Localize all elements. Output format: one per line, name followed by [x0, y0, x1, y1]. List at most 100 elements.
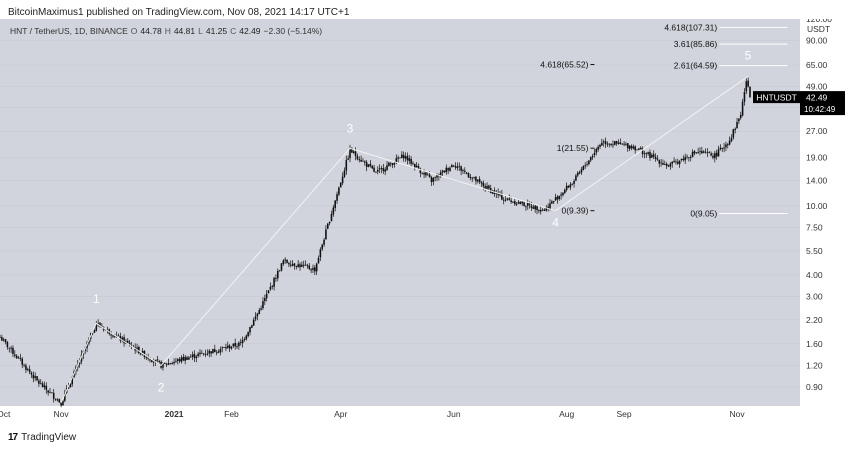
chart-area[interactable]: 4.618(65.52) 1(21.55) 0(9.39) 4.618(107.31)…	[0, 14, 850, 425]
candle-body	[149, 359, 151, 361]
candle-body	[580, 169, 583, 173]
candle-body	[649, 152, 651, 159]
candle-body	[384, 169, 386, 172]
candle-body	[219, 349, 222, 353]
time-axis[interactable]	[0, 406, 850, 425]
candle-body	[28, 369, 31, 373]
candle-body	[643, 153, 646, 155]
candle-body	[708, 152, 711, 154]
candle-body	[460, 166, 462, 171]
candle-body	[675, 161, 677, 163]
candle-body	[99, 322, 101, 327]
candle-body	[295, 266, 298, 267]
candle-body	[126, 340, 129, 343]
candle-body	[306, 265, 309, 267]
candle-body	[699, 151, 701, 153]
candle-body	[501, 193, 503, 200]
candle-body	[591, 155, 594, 158]
candle-body	[4, 339, 7, 343]
candle-body	[619, 142, 622, 144]
tradingview-logo-icon[interactable]: 17	[8, 431, 18, 443]
candle-body	[588, 160, 590, 165]
candle-body	[702, 151, 705, 153]
candle-body	[704, 151, 707, 153]
candle-body	[273, 277, 275, 287]
tradingview-brand[interactable]: TradingView	[21, 431, 77, 443]
candle-body	[628, 145, 631, 149]
candle-body	[152, 361, 155, 363]
candle-body	[308, 265, 311, 269]
candle-body	[114, 336, 116, 338]
candle-body	[304, 264, 307, 266]
candle-body	[667, 165, 670, 167]
candle-body	[573, 180, 575, 184]
candle-body	[571, 183, 574, 185]
y-tick-label: 10.00	[806, 201, 828, 211]
candle-body	[676, 161, 679, 164]
candle-body	[395, 158, 398, 163]
candle-body	[110, 334, 112, 336]
candle-body	[523, 202, 525, 206]
candle-body	[314, 267, 316, 272]
candle-body	[682, 158, 685, 161]
candle-body	[599, 144, 601, 147]
candle-body	[154, 359, 157, 363]
candlestick-chart[interactable]: 4.618(65.52) 1(21.55) 0(9.39) 4.618(107.31)…	[0, 14, 850, 425]
candle-body	[488, 185, 490, 189]
candle-body	[730, 137, 733, 142]
candle-body	[238, 342, 240, 347]
candle-body	[428, 174, 431, 178]
candle-body	[401, 154, 403, 158]
candle-body	[278, 270, 281, 272]
candle-body	[745, 81, 748, 92]
candle-body	[539, 210, 542, 212]
candle-body	[443, 170, 446, 173]
ohlc-legend: HNT / TetherUS, 1D, BINANCE O 44.78 H 44.8…	[10, 26, 322, 36]
candle-body	[449, 167, 451, 172]
candle-body	[249, 327, 251, 333]
candle-body	[701, 151, 703, 154]
open-label: O	[130, 26, 138, 36]
candle-body	[0, 337, 1, 338]
price-axis[interactable]	[800, 19, 850, 406]
candle-body	[380, 168, 383, 169]
candle-body	[491, 190, 494, 194]
candle-body	[10, 347, 12, 349]
candle-body	[14, 354, 16, 356]
candle-body	[345, 160, 348, 171]
candle-body	[8, 347, 11, 349]
candle-body	[169, 363, 172, 365]
candle-body	[606, 143, 609, 145]
candle-body	[275, 278, 277, 279]
candles-group	[0, 18, 800, 408]
candle-body	[439, 172, 442, 177]
candle-body	[156, 359, 159, 361]
candle-body	[719, 147, 722, 150]
candle-body	[260, 308, 262, 310]
candle-body	[25, 365, 27, 370]
candle-body	[456, 166, 459, 169]
candle-body	[454, 166, 457, 168]
elliott-wave-line	[60, 75, 749, 404]
candle-body	[289, 264, 292, 266]
wave-label-4: 4	[552, 216, 559, 230]
candle-body	[208, 350, 211, 354]
candle-body	[367, 164, 370, 167]
candle-body	[556, 196, 559, 200]
candle-body	[176, 359, 179, 361]
candle-body	[736, 121, 738, 129]
candle-body	[734, 128, 736, 130]
candle-body	[639, 147, 642, 150]
candle-body	[436, 174, 438, 178]
candle-body	[554, 197, 557, 201]
candle-body	[376, 169, 379, 172]
footer: 17 TradingView	[8, 430, 76, 444]
candle-body	[234, 342, 236, 347]
candle-body	[664, 164, 666, 165]
candle-body	[58, 399, 61, 403]
candle-body	[365, 162, 368, 167]
y-tick-label: 27.00	[806, 126, 828, 136]
symbol-description[interactable]: HNT / TetherUS, 1D, BINANCE	[10, 26, 128, 36]
candle-body	[256, 313, 259, 317]
candle-body	[697, 152, 699, 153]
